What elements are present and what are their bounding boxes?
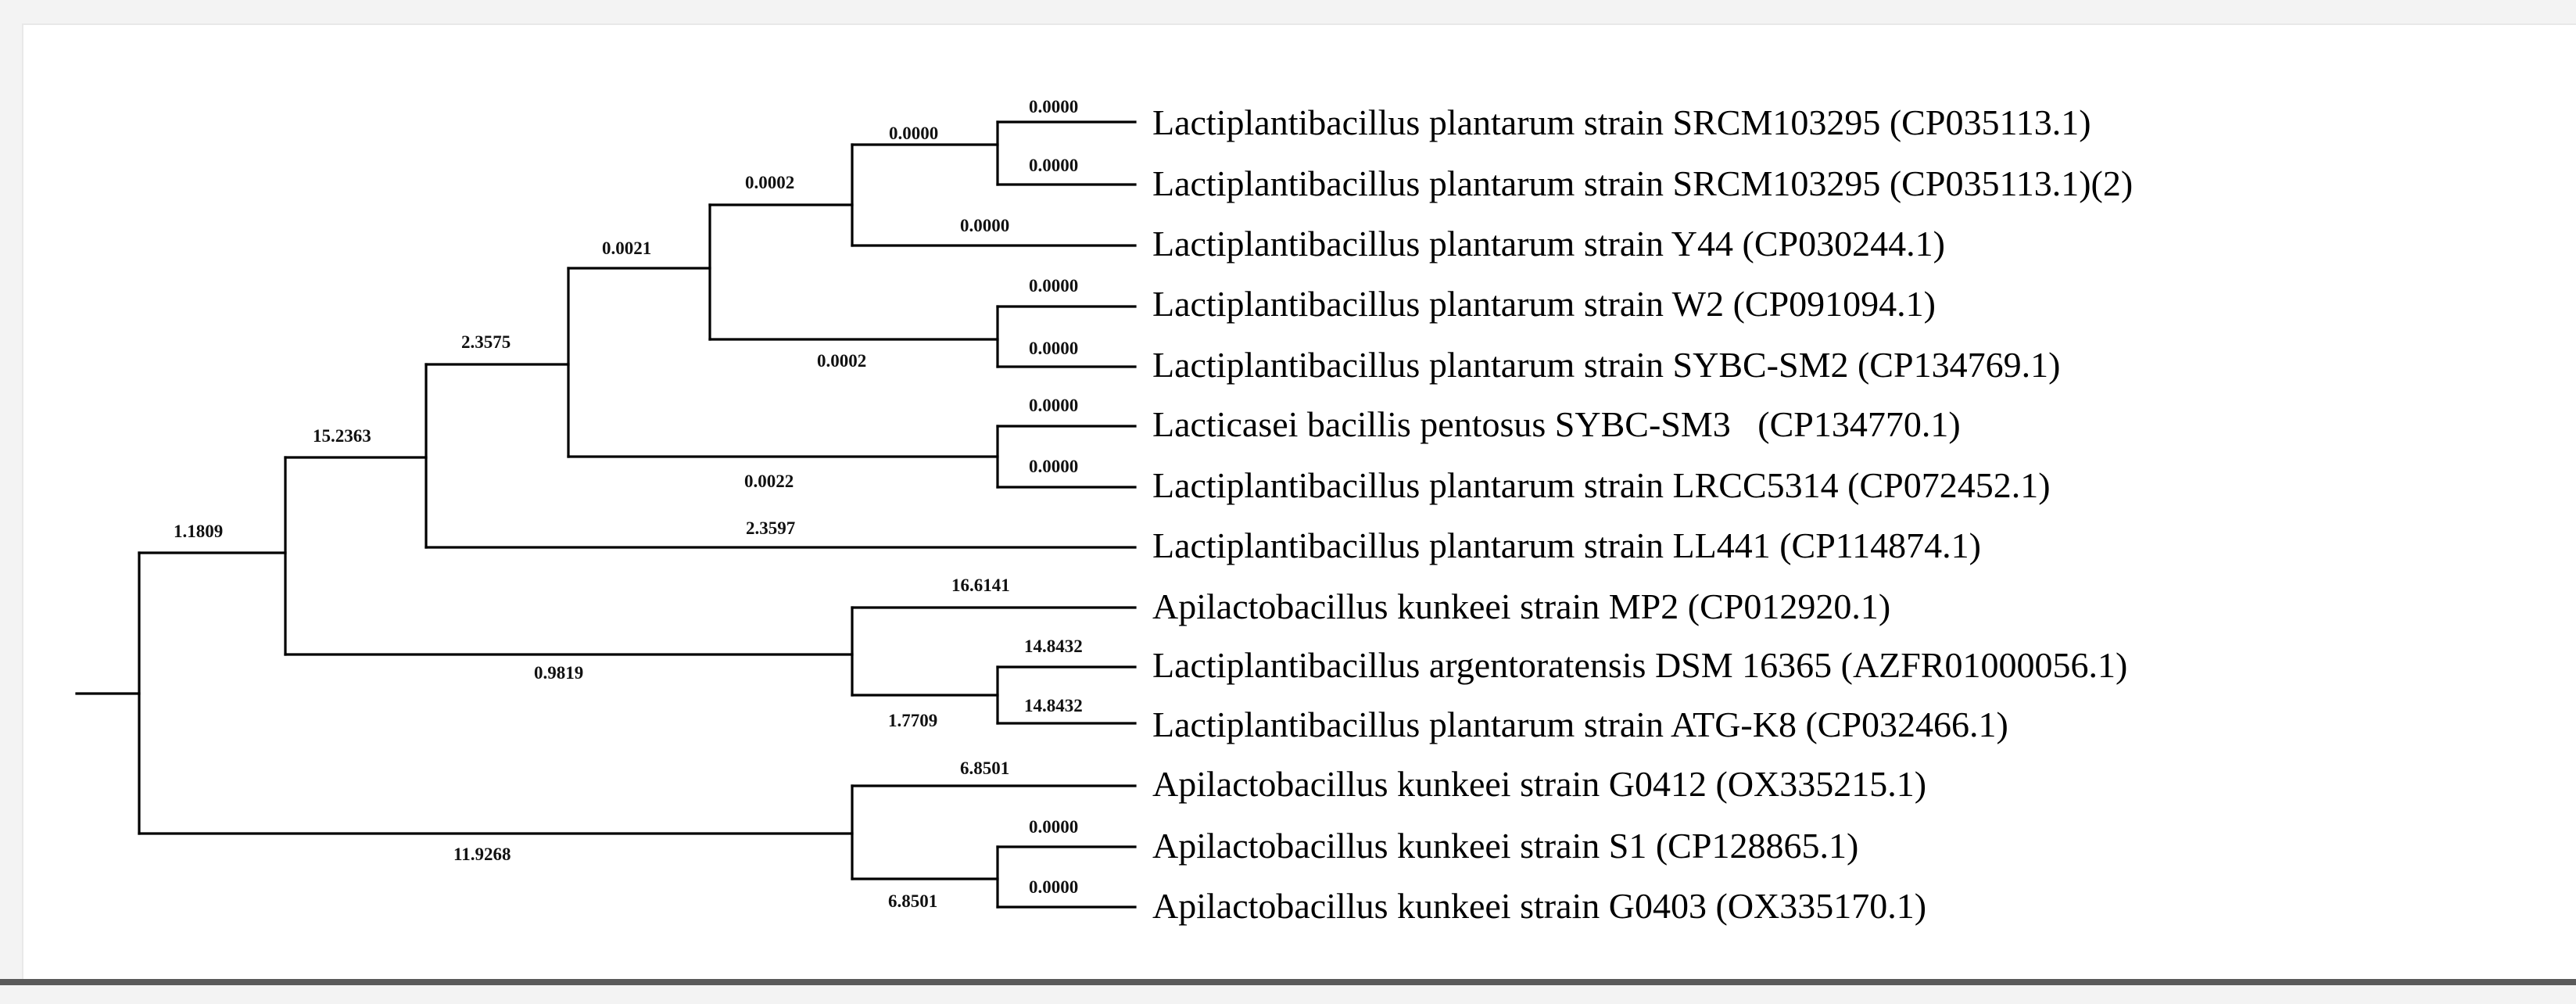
branch-label: 0.0000 [1029,156,1078,175]
leaf-label: Lactiplantibacillus plantarum strain ATG… [1152,705,2008,744]
branch-label: 6.8501 [888,891,937,911]
leaf-label: Apilactobacillus kunkeei strain G0412 (O… [1152,764,1926,804]
branch-label: 1.1809 [174,522,223,541]
branch-label: 15.2363 [313,426,371,446]
branch-label: 0.0000 [889,124,938,143]
branch-label: 0.0000 [1029,97,1078,117]
leaf-label: Lactiplantibacillus plantarum strain Y44… [1152,224,1945,264]
leaf-label: Apilactobacillus kunkeei strain S1 (CP12… [1152,826,1858,866]
leaf-label: Lactiplantibacillus plantarum strain SRC… [1152,163,2133,203]
branch-label: 0.0022 [744,472,794,491]
branch-label: 1.7709 [888,711,937,730]
leaf-label: Lactiplantibacillus plantarum strain LRC… [1152,465,2051,505]
leaf-label: Lactiplantibacillus plantarum strain SRC… [1152,102,2091,142]
branch-label: 0.0000 [1029,877,1078,897]
leaf-label: Apilactobacillus kunkeei strain G0403 (O… [1152,886,1926,926]
branch-label: 0.9819 [534,663,583,683]
leaf-label: Lactiplantibacillus plantarum strain LL4… [1152,525,1981,565]
branch-label: 11.9268 [453,844,511,864]
branch-label: 0.0002 [817,351,866,371]
figure-panel [22,23,2576,981]
branch-label: 6.8501 [960,758,1009,778]
branch-label: 14.8432 [1024,696,1083,715]
leaf-label: Lacticasei bacillis pentosus SYBC-SM3 (C… [1152,404,1961,444]
branch-label: 2.3597 [746,518,795,538]
branch-label: 0.0000 [1029,339,1078,358]
branch-label: 0.0000 [960,216,1009,235]
branch-label: 0.0000 [1029,276,1078,296]
tree-branches [75,120,1137,909]
branch-label: 0.0021 [602,238,651,258]
leaf-label: Apilactobacillus kunkeei strain MP2 (CP0… [1152,586,1890,626]
bottom-rule [0,979,2576,985]
branch-label: 0.0000 [1029,817,1078,837]
leaf-label: Lactiplantibacillus plantarum strain W2 … [1152,284,1936,324]
branch-labels: 0.0000 0.0000 0.0000 0.0000 0.0000 0.000… [174,97,1083,911]
branch-label: 14.8432 [1024,636,1083,656]
branch-label: 0.0002 [745,173,794,192]
leaf-labels: Lactiplantibacillus plantarum strain SRC… [1152,102,2133,926]
leaf-label: Lactiplantibacillus plantarum strain SYB… [1152,345,2060,385]
branch-label: 0.0000 [1029,457,1078,476]
branch-label: 2.3575 [461,332,511,352]
branch-label: 0.0000 [1029,396,1078,415]
leaf-label: Lactiplantibacillus argentoratensis DSM … [1152,645,2127,685]
branch-label: 16.6141 [951,576,1010,595]
